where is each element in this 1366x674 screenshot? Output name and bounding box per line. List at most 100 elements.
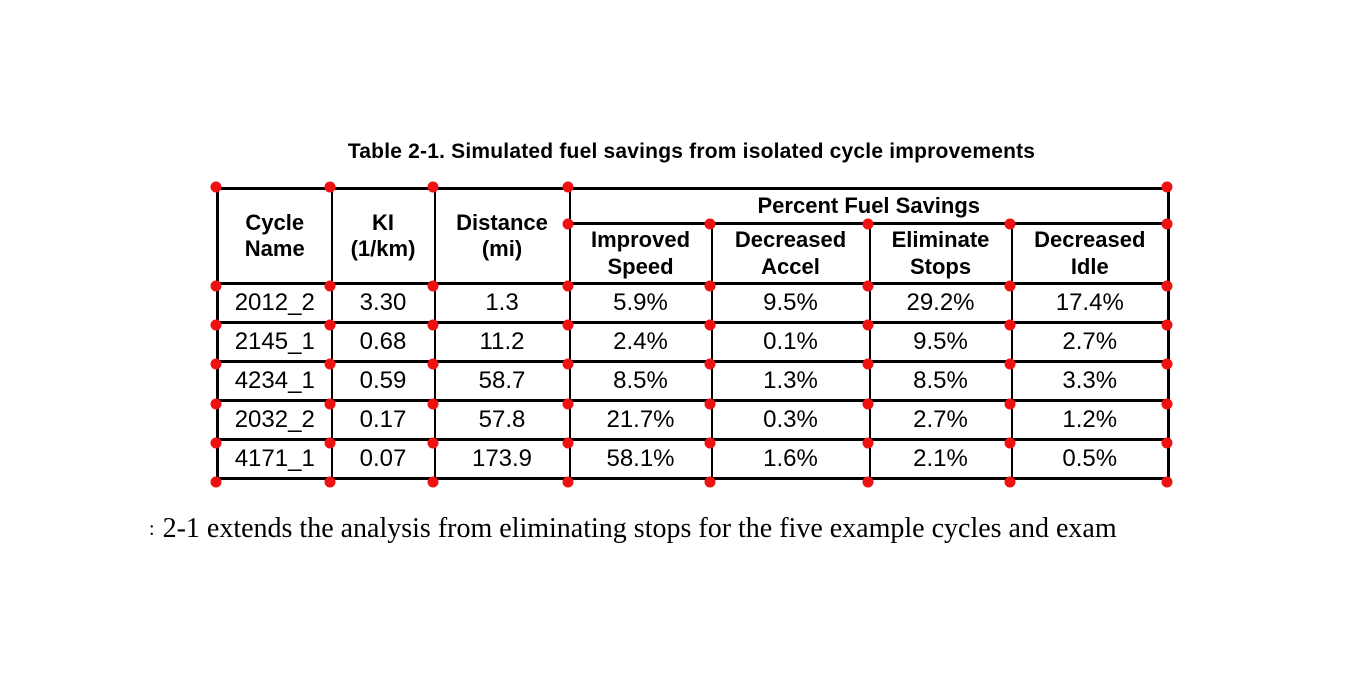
annotation-dot — [324, 437, 336, 449]
table-cell: 5.9% — [568, 282, 713, 324]
table-row: 4234_1 0.59 58.7 8.5% 1.3% 8.5% 3.3% — [216, 360, 1170, 402]
table-cell: 2.7% — [868, 399, 1013, 441]
annotation-dot — [210, 476, 222, 488]
annotation-dot — [324, 476, 336, 488]
annotation-dot — [704, 280, 716, 292]
table-cell: 0.68 — [330, 321, 436, 363]
annotation-dot — [210, 437, 222, 449]
annotation-dot — [862, 358, 874, 370]
annotation-dot — [704, 218, 716, 230]
clipped-text-fragment: : — [149, 518, 155, 540]
table-cell: 0.5% — [1010, 438, 1170, 480]
annotation-dot — [704, 437, 716, 449]
annotation-dot — [704, 476, 716, 488]
annotation-dot — [862, 476, 874, 488]
header-row-sub: Improved Speed Decreased Accel Eliminate… — [218, 222, 1170, 285]
header-row-group: Cycle Name KI (1/km) Distance (mi) Perce… — [216, 187, 1170, 285]
table-cell: 1.3% — [710, 360, 871, 402]
col-header-eliminate-stops: Eliminate Stops — [868, 222, 1013, 285]
annotation-dot — [427, 358, 439, 370]
annotation-dot — [1161, 319, 1173, 331]
col-header-decreased-idle: Decreased Idle — [1010, 222, 1170, 285]
body-paragraph: :2-1 extends the analysis from eliminati… — [149, 513, 1329, 545]
annotation-dot — [1161, 437, 1173, 449]
annotation-dot — [704, 398, 716, 410]
annotation-dot — [427, 181, 439, 193]
table-cell: 2.4% — [568, 321, 713, 363]
annotation-dot — [1161, 181, 1173, 193]
table-cell: 21.7% — [568, 399, 713, 441]
table-row: 2032_2 0.17 57.8 21.7% 0.3% 2.7% 1.2% — [216, 399, 1170, 441]
table-cell: 29.2% — [868, 282, 1013, 324]
annotation-dot — [862, 218, 874, 230]
annotation-dot — [1161, 218, 1173, 230]
annotation-dot — [862, 398, 874, 410]
annotation-dot — [1004, 398, 1016, 410]
annotation-dot — [562, 437, 574, 449]
annotation-dot — [427, 437, 439, 449]
table-cell: 57.8 — [433, 399, 571, 441]
annotation-dot — [427, 280, 439, 292]
annotation-dot — [427, 476, 439, 488]
annotation-dot — [562, 398, 574, 410]
table-cell: 3.30 — [330, 282, 436, 324]
annotation-dot — [1004, 476, 1016, 488]
table-cell: 2.7% — [1010, 321, 1170, 363]
annotation-dot — [1004, 319, 1016, 331]
table-cell: 1.6% — [710, 438, 871, 480]
annotation-dot — [862, 319, 874, 331]
col-header-ki: KI (1/km) — [330, 187, 436, 285]
annotation-dot — [862, 280, 874, 292]
table-cell: 58.1% — [568, 438, 713, 480]
annotation-dot — [562, 319, 574, 331]
table-cell: 0.59 — [330, 360, 436, 402]
col-header-decreased-accel: Decreased Accel — [710, 222, 871, 285]
col-header-distance: Distance (mi) — [433, 187, 571, 285]
annotation-dot — [1161, 398, 1173, 410]
table-cell: 3.3% — [1010, 360, 1170, 402]
col-header-improved-speed: Improved Speed — [568, 222, 713, 285]
annotation-dot — [210, 358, 222, 370]
table-cell: 9.5% — [868, 321, 1013, 363]
table-cell: 11.2 — [433, 321, 571, 363]
table-cell: 2.1% — [868, 438, 1013, 480]
annotation-dot — [210, 319, 222, 331]
annotation-dot — [1004, 358, 1016, 370]
annotation-dot — [324, 398, 336, 410]
table-cell: 2145_1 — [216, 321, 333, 363]
annotation-dot — [862, 437, 874, 449]
annotation-dot — [704, 319, 716, 331]
annotation-dot — [704, 358, 716, 370]
annotation-dot — [1161, 280, 1173, 292]
annotation-dot — [324, 181, 336, 193]
table-cell: 17.4% — [1010, 282, 1170, 324]
annotation-dot — [324, 358, 336, 370]
table-cell: 0.07 — [330, 438, 436, 480]
annotation-dot — [562, 476, 574, 488]
annotation-dot — [210, 181, 222, 193]
table-cell: 58.7 — [433, 360, 571, 402]
annotation-dot — [562, 358, 574, 370]
table-cell: 173.9 — [433, 438, 571, 480]
table-cell: 0.17 — [330, 399, 436, 441]
fuel-savings-table: Cycle Name KI (1/km) Distance (mi) Perce… — [216, 187, 1171, 480]
table-cell: 2032_2 — [216, 399, 333, 441]
table-cell: 8.5% — [568, 360, 713, 402]
annotation-dot — [1004, 437, 1016, 449]
annotation-dot — [562, 280, 574, 292]
annotation-dot — [210, 398, 222, 410]
table-row: 4171_1 0.07 173.9 58.1% 1.6% 2.1% 0.5% — [216, 438, 1170, 480]
annotation-dot — [324, 319, 336, 331]
annotation-dot — [1004, 280, 1016, 292]
col-header-cycle-name: Cycle Name — [216, 187, 333, 285]
table-cell: 1.2% — [1010, 399, 1170, 441]
table-cell: 0.1% — [710, 321, 871, 363]
annotation-dot — [427, 398, 439, 410]
annotation-dot — [562, 181, 574, 193]
annotation-dot — [1161, 358, 1173, 370]
table-cell: 1.3 — [433, 282, 571, 324]
table-cell: 8.5% — [868, 360, 1013, 402]
table-caption: Table 2-1. Simulated fuel savings from i… — [347, 140, 1036, 163]
body-paragraph-text: 2-1 extends the analysis from eliminatin… — [162, 513, 1117, 544]
